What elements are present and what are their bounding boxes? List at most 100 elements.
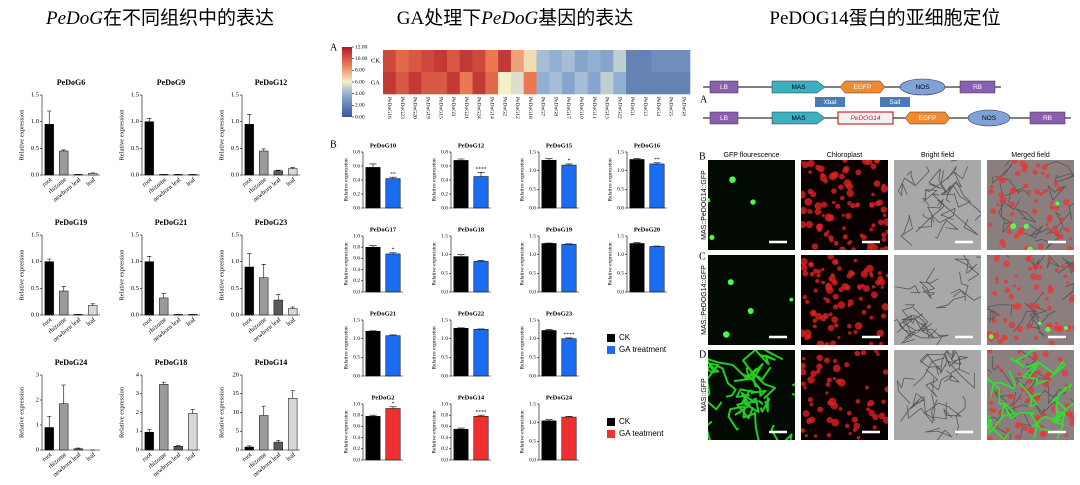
error-bar	[565, 163, 573, 166]
blob	[852, 427, 857, 433]
bar	[561, 416, 577, 461]
construct-label: EGFP	[919, 115, 937, 122]
panel-letter: A	[330, 42, 338, 53]
cell-wall	[987, 376, 1016, 418]
y-axis-label: Relative expression	[343, 158, 349, 201]
cell-wall	[955, 395, 966, 436]
blob	[1001, 334, 1008, 341]
blob	[1026, 189, 1032, 195]
chart-title: PeDoG2	[371, 394, 394, 401]
blob	[829, 238, 834, 243]
blob	[1017, 372, 1021, 376]
blob	[805, 299, 810, 304]
cell-wall	[1050, 411, 1066, 440]
error-bar	[47, 258, 52, 262]
blob	[1053, 181, 1058, 187]
bar	[629, 159, 645, 209]
heat-cell	[395, 72, 409, 95]
heat-cell	[562, 50, 576, 73]
y-tick-label: 0.0	[617, 289, 624, 295]
construct-label: RB	[1043, 115, 1052, 122]
heat-cell	[408, 72, 422, 95]
blob	[817, 406, 824, 413]
blob	[881, 303, 888, 311]
blob	[878, 412, 886, 420]
cell-wall	[734, 391, 751, 416]
cell-wall	[945, 350, 968, 370]
column-label: PeDoG8	[552, 97, 558, 116]
y-tick-label: 0.2	[353, 446, 360, 452]
bar	[473, 176, 489, 209]
blob	[1034, 198, 1039, 204]
bar	[173, 446, 183, 451]
blob	[869, 227, 874, 232]
significance: **	[390, 171, 396, 177]
colorbar-label: 6.00	[355, 79, 365, 85]
bar	[385, 335, 401, 377]
construct-element	[709, 111, 739, 125]
error-bar	[290, 306, 295, 309]
blob	[808, 261, 814, 268]
column-label: PeDoG1	[629, 97, 635, 116]
blob	[1025, 398, 1031, 403]
blob	[723, 331, 730, 338]
cell-wall	[736, 400, 764, 420]
y-tick-label: 1.5	[529, 317, 536, 323]
y-tick-label: 0.0	[441, 457, 448, 463]
blob	[801, 206, 808, 215]
panel-letter: A	[700, 94, 708, 105]
legend-label: GA treatment	[619, 345, 667, 354]
column-label: PeDoG19	[425, 97, 431, 119]
blob	[880, 285, 884, 289]
construct-label: RB	[973, 84, 982, 91]
blob	[1054, 205, 1060, 211]
y-tick-label: 0.5	[131, 145, 139, 152]
y-axis-label: Relative expression	[343, 326, 349, 369]
blob	[842, 167, 849, 174]
chart-title: PeDoG16	[634, 142, 661, 149]
heat-cell	[485, 50, 499, 73]
blob	[832, 358, 838, 364]
cell-wall	[950, 288, 981, 301]
bar	[188, 413, 198, 451]
blob	[837, 266, 842, 271]
blob	[1011, 160, 1018, 164]
blob	[1033, 354, 1038, 360]
blob	[865, 385, 869, 390]
y-tick-label: 1.5	[617, 149, 624, 155]
heading: GA处理下PeDoG基因的表达	[397, 7, 633, 29]
y-tick-label: 1.0	[529, 168, 536, 174]
blob	[1008, 393, 1014, 400]
blob	[1027, 266, 1033, 271]
cell-wall	[987, 310, 998, 323]
blob	[808, 416, 816, 424]
blob	[826, 432, 832, 438]
chart-title: PeDoG21	[155, 218, 187, 227]
blob	[1010, 223, 1017, 229]
heat-cell	[472, 50, 486, 73]
column-label: PeDoG9	[450, 97, 456, 116]
blob	[809, 271, 815, 277]
blob	[1034, 189, 1040, 195]
y-tick-label: 0.5	[231, 285, 239, 292]
error-bar	[247, 445, 252, 447]
construct-label: PeDOG14	[851, 115, 881, 122]
blob	[997, 338, 1003, 345]
blob	[832, 258, 839, 265]
blob	[845, 212, 852, 220]
micrograph-bg	[801, 255, 888, 345]
blob	[1034, 303, 1040, 309]
y-tick-label: 0.5	[231, 145, 239, 152]
blob	[1027, 427, 1035, 434]
blob	[808, 170, 812, 174]
error-bar	[161, 381, 166, 385]
blob	[1033, 336, 1038, 341]
blob	[832, 364, 841, 373]
blob	[855, 169, 862, 176]
bar	[59, 403, 69, 451]
blob	[1038, 192, 1043, 197]
bar	[365, 416, 381, 461]
blob	[831, 316, 838, 323]
blob	[1045, 223, 1049, 227]
